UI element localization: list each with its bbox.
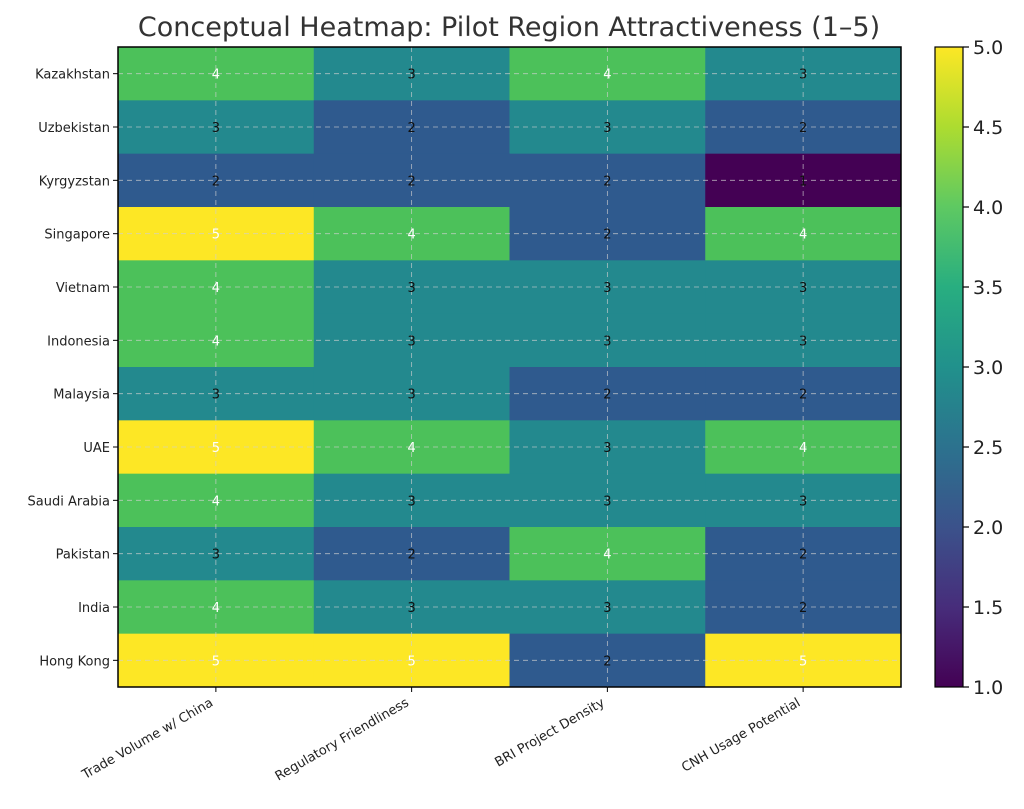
row-label: Malaysia bbox=[53, 388, 110, 403]
row-label: Indonesia bbox=[47, 334, 110, 349]
row-label: Vietnam bbox=[56, 281, 110, 296]
colorbar-tick-label: 4.5 bbox=[973, 117, 1003, 139]
cell-value-label: 4 bbox=[212, 334, 220, 349]
cell-value-label: 4 bbox=[407, 441, 415, 456]
row-label: Saudi Arabia bbox=[28, 494, 111, 509]
cell-value-label: 2 bbox=[603, 228, 611, 243]
cell-value-label: 5 bbox=[407, 654, 415, 669]
colorbar: 1.0 1.5 2.0 2.5 3.0 3.5 4.0 4.5 5.0 bbox=[934, 37, 1003, 699]
cell-value-label: 3 bbox=[407, 334, 415, 349]
cell-value-label: 3 bbox=[212, 548, 220, 563]
row-label: Pakistan bbox=[56, 548, 110, 563]
cell-value-label: 4 bbox=[407, 228, 415, 243]
cell-value-label: 3 bbox=[603, 121, 611, 136]
cell-value-label: 3 bbox=[799, 281, 807, 296]
column-label: Regulatory Friendliness bbox=[273, 695, 412, 784]
cell-value-label: 4 bbox=[799, 228, 807, 243]
cell-value-label: 5 bbox=[212, 228, 220, 243]
cell-value-label: 3 bbox=[407, 281, 415, 296]
cell-value-label: 3 bbox=[407, 68, 415, 83]
cell-value-label: 4 bbox=[603, 548, 611, 563]
cell-value-label: 3 bbox=[603, 494, 611, 509]
plot-frame bbox=[117, 46, 902, 688]
column-label: Trade Volume w/ China bbox=[79, 695, 216, 783]
row-label: Kyrgyzstan bbox=[39, 174, 110, 189]
heatmap-cell-labels: 4 3 4 3 3 2 3 2 2 2 2 1 5 4 2 4 4 3 3 3 4 3 3 3 3 3 2 2 5 4 3 4 4 3 3 3 3 2 4 2… bbox=[212, 68, 808, 670]
colorbar-tick-label: 1.0 bbox=[973, 677, 1003, 699]
cell-value-label: 3 bbox=[603, 281, 611, 296]
colorbar-tick-label: 5.0 bbox=[973, 37, 1003, 59]
row-label: India bbox=[78, 601, 110, 616]
cell-value-label: 2 bbox=[212, 174, 220, 189]
colorbar-tick-label: 4.0 bbox=[973, 197, 1003, 219]
colorbar-tick-label: 2.5 bbox=[973, 437, 1003, 459]
cell-value-label: 4 bbox=[212, 281, 220, 296]
cell-value-label: 3 bbox=[799, 494, 807, 509]
colorbar-ticks: 1.0 1.5 2.0 2.5 3.0 3.5 4.0 4.5 5.0 bbox=[963, 37, 1003, 699]
cell-value-label: 3 bbox=[603, 441, 611, 456]
colorbar-gradient bbox=[934, 46, 964, 688]
cell-value-label: 3 bbox=[799, 68, 807, 83]
cell-value-label: 2 bbox=[407, 121, 415, 136]
cell-value-label: 2 bbox=[407, 174, 415, 189]
heatmap-gridlines bbox=[118, 47, 901, 687]
cell-value-label: 2 bbox=[799, 388, 807, 403]
cell-value-label: 2 bbox=[407, 548, 415, 563]
colorbar-tick-label: 2.0 bbox=[973, 517, 1003, 539]
row-label: Uzbekistan bbox=[38, 121, 110, 136]
colorbar-tick-label: 3.0 bbox=[973, 357, 1003, 379]
cell-value-label: 3 bbox=[603, 334, 611, 349]
cell-value-label: 2 bbox=[799, 548, 807, 563]
cell-value-label: 2 bbox=[799, 601, 807, 616]
cell-value-label: 5 bbox=[212, 441, 220, 456]
cell-value-label: 4 bbox=[603, 68, 611, 83]
cell-value-label: 4 bbox=[212, 494, 220, 509]
cell-value-label: 3 bbox=[407, 388, 415, 403]
cell-value-label: 3 bbox=[407, 601, 415, 616]
colorbar-tick-label: 1.5 bbox=[973, 597, 1003, 619]
cell-value-label: 3 bbox=[212, 388, 220, 403]
column-label: CNH Usage Potential bbox=[679, 695, 803, 775]
cell-value-label: 2 bbox=[603, 174, 611, 189]
cell-value-label: 3 bbox=[603, 601, 611, 616]
row-label: Kazakhstan bbox=[35, 68, 110, 83]
cell-value-label: 4 bbox=[799, 441, 807, 456]
cell-value-label: 2 bbox=[603, 388, 611, 403]
chart-title: Conceptual Heatmap: Pilot Region Attract… bbox=[138, 12, 880, 43]
row-label: UAE bbox=[83, 441, 110, 456]
cell-value-label: 4 bbox=[212, 68, 220, 83]
cell-value-label: 4 bbox=[212, 601, 220, 616]
cell-value-label: 3 bbox=[799, 334, 807, 349]
cell-value-label: 5 bbox=[212, 654, 220, 669]
column-labels: Trade Volume w/ China Regulatory Friendli… bbox=[79, 687, 804, 784]
colorbar-tick-label: 3.5 bbox=[973, 277, 1003, 299]
row-labels: Kazakhstan Uzbekistan Kyrgyzstan Singapore V… bbox=[28, 68, 118, 669]
cell-value-label: 3 bbox=[407, 494, 415, 509]
cell-value-label: 3 bbox=[212, 121, 220, 136]
heatmap-cells bbox=[118, 47, 902, 688]
row-label: Hong Kong bbox=[39, 654, 110, 669]
cell-value-label: 1 bbox=[799, 174, 807, 189]
column-label: BRI Project Density bbox=[493, 695, 608, 770]
cell-value-label: 2 bbox=[799, 121, 807, 136]
cell-value-label: 5 bbox=[799, 654, 807, 669]
row-label: Singapore bbox=[44, 228, 110, 243]
cell-value-label: 2 bbox=[603, 654, 611, 669]
